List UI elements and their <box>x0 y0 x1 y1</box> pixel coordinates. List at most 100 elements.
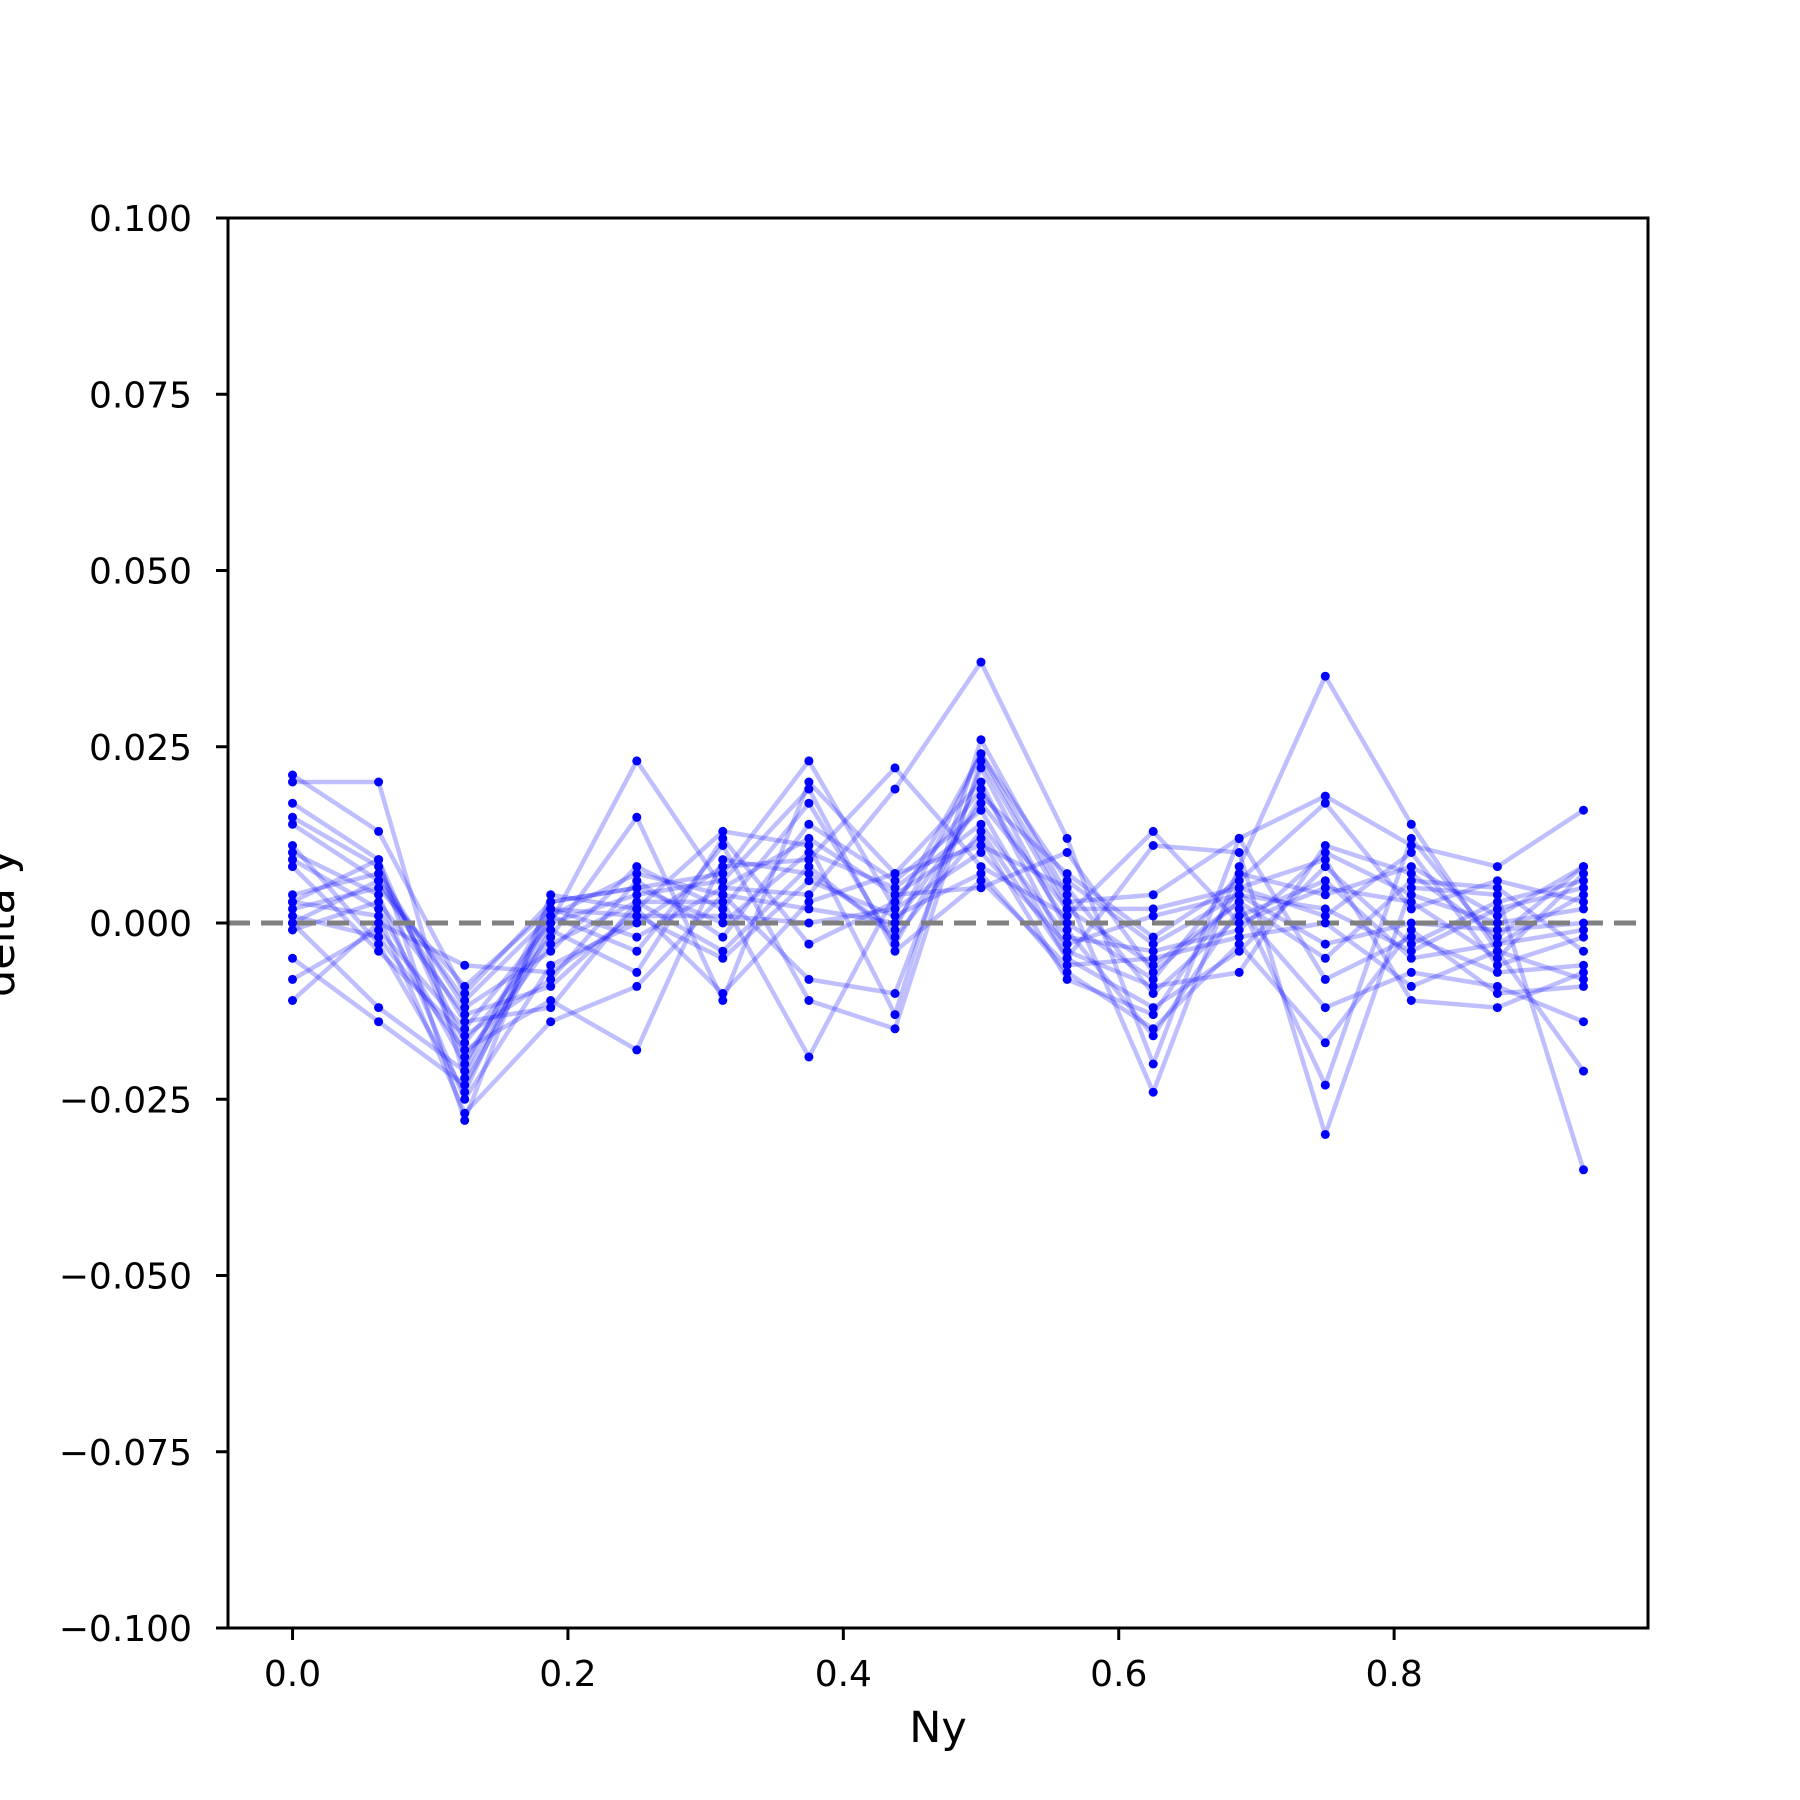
data-point <box>460 1045 470 1055</box>
data-point <box>718 911 728 921</box>
y-axis-ticks: −0.100 −0.075 −0.050 −0.025 0.000 0.025 0.050 0… <box>59 199 228 1650</box>
data-point <box>976 883 986 893</box>
series-line-19 <box>291 829 1585 1060</box>
data-point <box>1406 869 1416 879</box>
data-point <box>288 812 297 822</box>
data-point <box>288 862 297 872</box>
data-point <box>1234 897 1244 907</box>
data-point <box>1148 932 1158 942</box>
data-point <box>890 890 900 900</box>
series-line-3 <box>291 673 1586 1123</box>
data-point <box>1406 862 1416 872</box>
data-point <box>632 946 642 956</box>
data-point <box>804 904 814 914</box>
data-point <box>976 777 986 787</box>
data-point <box>890 932 900 942</box>
data-point <box>632 1045 642 1055</box>
data-point <box>288 798 297 808</box>
data-point <box>1148 841 1158 850</box>
series-line-18 <box>290 836 1585 1095</box>
data-point <box>890 869 900 879</box>
data-point <box>1406 918 1416 928</box>
data-point <box>1406 925 1416 935</box>
data-point <box>460 989 470 998</box>
data-point <box>1320 855 1330 865</box>
data-point <box>632 932 642 942</box>
data-point <box>460 960 470 970</box>
data-point <box>1320 1003 1330 1013</box>
data-point <box>976 876 986 886</box>
data-point <box>1148 1031 1158 1041</box>
data-point <box>890 939 900 949</box>
data-point <box>1234 904 1244 914</box>
data-point <box>1062 939 1072 949</box>
data-point <box>718 953 728 963</box>
data-point <box>546 946 556 956</box>
data-point <box>976 657 986 667</box>
data-point <box>890 876 900 886</box>
data-point <box>546 960 556 970</box>
data-point <box>1579 967 1588 977</box>
data-point <box>718 883 728 893</box>
data-point <box>632 756 642 766</box>
data-point <box>1320 1038 1330 1048</box>
x-tick-label: 0.0 <box>264 1654 321 1695</box>
data-point <box>1062 876 1072 886</box>
data-point <box>718 841 728 850</box>
data-point <box>1406 967 1416 977</box>
data-point <box>460 1073 470 1083</box>
data-point <box>1492 939 1502 949</box>
data-point <box>1062 833 1072 843</box>
data-point <box>460 1108 470 1118</box>
data-point <box>976 841 986 850</box>
data-point <box>976 805 986 815</box>
data-point <box>632 862 642 872</box>
data-point <box>632 890 642 900</box>
data-point <box>890 897 900 907</box>
data-point <box>632 981 642 991</box>
data-point <box>1062 967 1072 977</box>
data-point <box>1148 1010 1158 1020</box>
y-axis-label: delta y <box>0 849 25 997</box>
data-point <box>1406 883 1416 893</box>
data-point <box>804 996 814 1005</box>
data-point <box>976 756 986 766</box>
data-point <box>460 1066 470 1076</box>
data-point <box>1234 939 1244 949</box>
y-tick-label: 0.000 <box>89 904 192 945</box>
data-point <box>374 946 384 956</box>
series-line-15 <box>291 786 1585 1088</box>
data-point <box>1492 946 1502 956</box>
series-line-7 <box>291 758 1585 1088</box>
data-point <box>718 946 728 956</box>
y-tick-label: −0.025 <box>59 1080 192 1121</box>
data-point <box>1492 904 1502 914</box>
series-line-8 <box>290 807 1586 1171</box>
data-point <box>1234 862 1244 872</box>
data-point <box>1148 1003 1158 1013</box>
data-point <box>804 841 814 850</box>
y-tick-label: 0.075 <box>89 375 192 416</box>
data-point <box>1492 967 1502 977</box>
data-point <box>1320 911 1330 921</box>
data-point <box>460 1094 470 1104</box>
data-point <box>460 1087 470 1097</box>
data-point <box>546 911 556 921</box>
data-point <box>460 1052 470 1062</box>
data-point <box>976 833 986 843</box>
data-point <box>976 749 986 759</box>
data-point <box>1492 862 1502 872</box>
data-point <box>546 890 556 900</box>
x-axis-ticks: 0.0 0.2 0.4 0.6 0.8 <box>264 1628 1423 1695</box>
data-point <box>1579 1066 1588 1076</box>
data-point <box>1320 939 1330 949</box>
data-point <box>1406 876 1416 886</box>
data-point <box>1148 1059 1158 1069</box>
data-point <box>1492 981 1502 991</box>
data-point <box>546 1003 556 1013</box>
data-point <box>460 1115 470 1125</box>
data-point <box>1234 883 1244 893</box>
data-point <box>718 932 728 942</box>
data-point <box>1320 918 1330 928</box>
data-point <box>288 911 297 921</box>
